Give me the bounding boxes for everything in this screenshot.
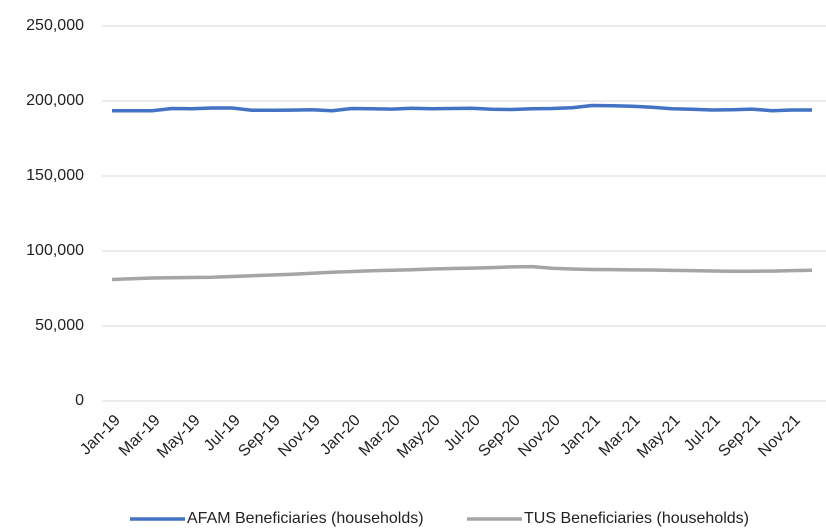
series-line [112, 103, 812, 113]
x-tick-label: Jan-20 [317, 412, 364, 459]
x-tick-label: Sep-19 [235, 412, 284, 461]
x-tick-label: Sep-21 [715, 412, 764, 461]
legend-label: AFAM Beneficiaries (households) [187, 510, 424, 527]
x-tick-label: May-20 [394, 412, 444, 462]
x-tick-label: Nov-20 [515, 412, 564, 461]
y-tick-label: 250,000 [26, 17, 84, 34]
y-tick-label: 150,000 [26, 167, 84, 184]
x-tick-label: Jan-19 [77, 412, 124, 459]
y-tick-label: 200,000 [26, 92, 84, 109]
x-tick-label: May-19 [154, 412, 204, 462]
y-tick-label: 0 [75, 392, 84, 409]
legend-label: TUS Beneficiaries (households) [524, 510, 749, 527]
x-tick-label: May-21 [634, 412, 684, 462]
y-tick-label: 50,000 [35, 317, 84, 334]
x-tick-label: Jan-21 [557, 412, 604, 459]
y-tick-label: 100,000 [26, 242, 84, 259]
series-line [111, 264, 813, 282]
x-tick-label: Nov-19 [275, 412, 324, 461]
x-tick-label: Nov-21 [755, 412, 804, 461]
x-tick-label: Sep-20 [475, 412, 524, 461]
